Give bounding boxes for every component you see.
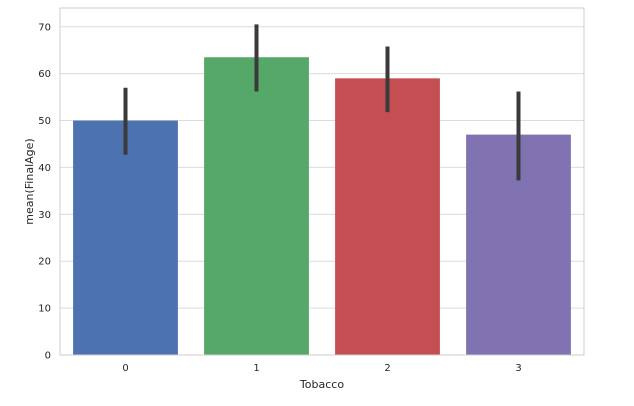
y-tick-label: 0	[45, 351, 51, 362]
y-tick-labels: 0 10 20 30 40 50 60 70	[38, 22, 51, 361]
x-tick-label: 3	[515, 363, 521, 374]
bars	[73, 57, 571, 356]
error-bars	[123, 24, 521, 181]
bar-1	[204, 57, 309, 356]
y-tick-label: 40	[38, 163, 51, 174]
y-tick-label: 10	[38, 304, 51, 315]
x-tick-label: 2	[384, 363, 390, 374]
x-tick-label: 1	[253, 363, 259, 374]
y-tick-label: 60	[38, 69, 51, 80]
bar-2	[335, 78, 440, 356]
y-tick-label: 70	[38, 22, 51, 33]
y-tick-label: 50	[38, 116, 51, 127]
x-tick-labels: 0 1 2 3	[122, 363, 521, 374]
plot-frame	[59, 7, 585, 356]
x-tick-label: 0	[122, 363, 128, 374]
x-axis-label: Tobacco	[299, 378, 344, 391]
y-tick-label: 30	[38, 210, 51, 221]
y-axis-label: mean(FinalAge)	[23, 138, 36, 224]
bar-0	[73, 120, 178, 355]
y-tick-label: 20	[38, 257, 51, 268]
